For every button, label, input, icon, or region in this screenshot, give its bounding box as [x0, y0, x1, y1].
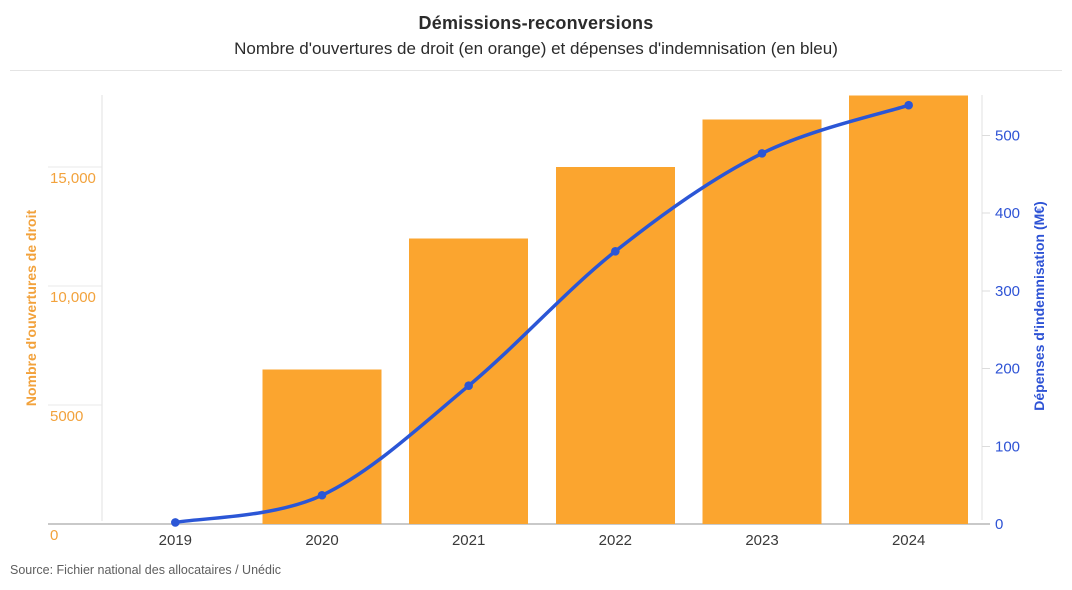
- right-tick-label-500: 500: [995, 128, 1020, 145]
- x-tick-label-2023: 2023: [745, 532, 778, 549]
- right-tick-label-300: 300: [995, 283, 1020, 300]
- expenses-line: [173, 103, 911, 525]
- line-point-2022[interactable]: [611, 246, 620, 256]
- x-tick-label-2020: 2020: [305, 532, 338, 549]
- chart-title: Démissions-reconversions: [418, 13, 654, 33]
- bar-2020[interactable]: [262, 369, 382, 524]
- line-point-2021[interactable]: [464, 381, 473, 390]
- x-tick-label-2021: 2021: [452, 532, 485, 549]
- left-axis-title: Nombre d'ouvertures de droit: [23, 209, 39, 407]
- left-tick-label-0: 0: [50, 527, 58, 544]
- header-divider: [10, 70, 1062, 71]
- right-tick-label-100: 100: [995, 438, 1020, 455]
- x-tick-label-2019: 2019: [159, 532, 192, 549]
- bar-series-group: [262, 95, 969, 525]
- line-point-2023[interactable]: [757, 149, 767, 158]
- x-tick-label-2022: 2022: [599, 532, 632, 549]
- line-point-2024[interactable]: [904, 100, 913, 110]
- bar-2023[interactable]: [702, 119, 822, 525]
- line-series-group: [171, 100, 913, 527]
- line-point-2019[interactable]: [171, 518, 180, 527]
- left-tick-label-15000: 15,000: [50, 170, 96, 187]
- x-axis-group: 2019 2020 2021 2022 2023 2024: [159, 532, 926, 549]
- source-note: Source: Fichier national des allocataire…: [10, 563, 281, 577]
- bar-2024[interactable]: [849, 95, 969, 524]
- x-tick-label-2024: 2024: [892, 532, 925, 549]
- line-point-2020[interactable]: [317, 490, 327, 500]
- chart-subtitle: Nombre d'ouvertures de droit (en orange)…: [234, 39, 838, 58]
- right-tick-label-0: 0: [995, 516, 1003, 533]
- bar-2022[interactable]: [555, 167, 675, 524]
- right-tick-label-200: 200: [995, 361, 1020, 378]
- left-tick-label-10000: 10,000: [50, 289, 96, 306]
- axes-group: 0 5000 10,000 15,000 0 100 200 300 400 500: [48, 95, 1020, 544]
- left-tick-label-5000: 5000: [50, 408, 83, 425]
- bar-2021[interactable]: [409, 238, 529, 524]
- right-axis-title: Dépenses d'indemnisation (M€): [1031, 201, 1047, 411]
- right-tick-label-400: 400: [995, 205, 1020, 222]
